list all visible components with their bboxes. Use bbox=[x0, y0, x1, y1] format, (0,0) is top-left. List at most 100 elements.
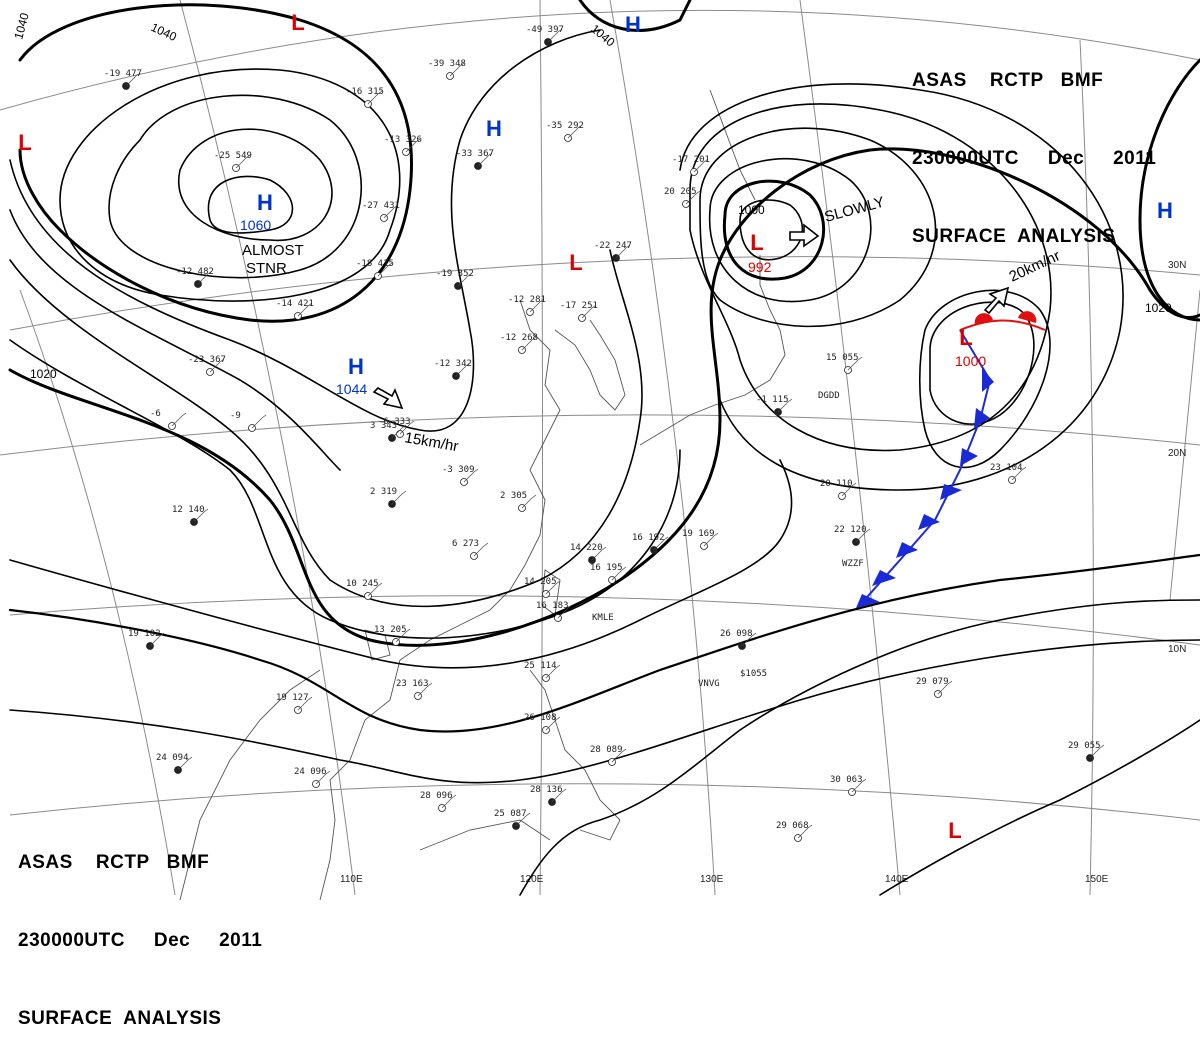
station-reading: -9 bbox=[230, 411, 241, 421]
wind-barb bbox=[383, 204, 399, 219]
title-line-3: SURFACE ANALYSIS bbox=[18, 1008, 222, 1029]
wind-barb bbox=[847, 356, 863, 371]
wind-barb bbox=[741, 632, 757, 647]
cold-front-triangles bbox=[856, 368, 994, 608]
wind-barb bbox=[515, 812, 531, 827]
station-reading: 25 114 bbox=[524, 661, 557, 671]
station-plot: -49 397 bbox=[526, 25, 564, 46]
station-reading: 28 089 bbox=[590, 745, 623, 755]
station-plot: -33 367 bbox=[456, 149, 494, 170]
meridian-120e bbox=[539, 0, 543, 896]
chart-title-bottom: ASAS RCTP BMF 230000UTC Dec 2011 SURFACE… bbox=[18, 798, 262, 1058]
station-reading: 30 063 bbox=[830, 775, 863, 785]
wind-barb bbox=[557, 604, 573, 619]
station-reading: -19 352 bbox=[436, 269, 474, 279]
station-reading: 2 319 bbox=[370, 487, 397, 497]
isobar-labels: 1040 1040 1040 1020 1020 1000 bbox=[11, 11, 1172, 381]
station-reading: 23 104 bbox=[990, 463, 1023, 473]
wind-barb bbox=[521, 494, 537, 509]
high-pressure-symbol: H bbox=[348, 354, 364, 379]
wind-barb bbox=[545, 580, 561, 595]
wind-barb bbox=[611, 566, 627, 581]
station-plot: 16 195 bbox=[590, 563, 627, 584]
arrow-low-1000 bbox=[983, 286, 1010, 315]
coast-china-east bbox=[319, 299, 561, 900]
central-pressure-label: 1044 bbox=[336, 381, 367, 397]
station-plot: -39 348 bbox=[428, 59, 466, 80]
isobar-1040-a bbox=[18, 3, 413, 323]
wind-barb bbox=[457, 272, 473, 287]
station-plot: 2 305 bbox=[500, 491, 537, 512]
station-plot: -16 315 bbox=[346, 87, 384, 108]
station-plot: VNVG bbox=[698, 679, 720, 689]
lat-label-10n: 10N bbox=[1168, 644, 1186, 655]
graticule bbox=[0, 0, 1200, 896]
wind-barb bbox=[615, 244, 631, 259]
station-reading: -14 421 bbox=[276, 299, 314, 309]
high-pressure-symbol: H bbox=[486, 116, 502, 141]
station-plot: 22 120 bbox=[834, 525, 871, 546]
station-plot: 12 140 bbox=[172, 505, 209, 526]
station-reading: 20 110 bbox=[820, 479, 853, 489]
wind-barb bbox=[367, 582, 383, 597]
station-reading: KMLE bbox=[592, 613, 614, 623]
high-pressure-symbol: H bbox=[257, 190, 273, 215]
station-reading: -39 348 bbox=[428, 59, 466, 69]
station-reading: 16 183 bbox=[536, 601, 569, 611]
fronts bbox=[856, 311, 1046, 608]
station-plot: 24 096 bbox=[294, 767, 331, 788]
station-reading: -13 326 bbox=[384, 135, 422, 145]
station-plot: -9 bbox=[230, 411, 267, 432]
wind-barb bbox=[209, 358, 225, 373]
station-plot: 13 205 bbox=[374, 625, 411, 646]
station-plot: 30 063 bbox=[830, 775, 867, 796]
wind-barb bbox=[197, 270, 213, 285]
low-pressure-symbol: L bbox=[750, 230, 763, 255]
station-plot: 16 183 bbox=[536, 601, 573, 622]
station-reading: -22 247 bbox=[594, 241, 632, 251]
isobar-1020-main bbox=[8, 147, 1200, 647]
station-plot: $1055 bbox=[740, 669, 767, 679]
wind-barb bbox=[653, 536, 669, 551]
station-reading: -23 367 bbox=[188, 355, 226, 365]
station-reading: 23 163 bbox=[396, 679, 429, 689]
isobar-1004 bbox=[708, 158, 872, 303]
station-reading: 10 245 bbox=[346, 579, 379, 589]
station-plot: DGDD bbox=[818, 391, 840, 401]
station-reading: WZZF bbox=[842, 559, 864, 569]
parallel-10n bbox=[9, 595, 1200, 646]
wind-barb bbox=[193, 508, 209, 523]
station-reading: 29 068 bbox=[776, 821, 809, 831]
station-plot: 2 319 bbox=[370, 487, 407, 508]
wind-barb bbox=[399, 420, 415, 435]
station-plot: 28 089 bbox=[590, 745, 627, 766]
station-reading: 20 205 bbox=[664, 187, 697, 197]
station-plot: -25 549 bbox=[214, 151, 252, 172]
station-plot: 20 110 bbox=[820, 479, 857, 500]
isobar-1008-south bbox=[9, 639, 1200, 784]
station-reading: -12 482 bbox=[176, 267, 214, 277]
station-reading: -33 367 bbox=[456, 149, 494, 159]
station-plot: 19 169 bbox=[682, 529, 719, 550]
station-plot: 29 055 bbox=[1068, 741, 1105, 762]
cold-front-triangle bbox=[856, 594, 880, 608]
station-plots: -19 477 -16 315 -39 348 -49 397 -25 549 -13 3… bbox=[104, 25, 1105, 842]
station-plot: KMLE bbox=[592, 613, 614, 623]
lon-label-110e: 110E bbox=[340, 874, 363, 885]
isobar-1036 bbox=[9, 29, 601, 432]
station-reading: -27 431 bbox=[362, 201, 400, 211]
wind-barb bbox=[855, 528, 871, 543]
station-reading: 16 192 bbox=[632, 533, 665, 543]
lat-label-30n: 30N bbox=[1168, 260, 1186, 271]
parallel-40n bbox=[0, 9, 1200, 111]
wind-barb bbox=[455, 362, 471, 377]
warm-front-semicircle bbox=[1018, 311, 1037, 323]
station-reading: -12 281 bbox=[508, 295, 546, 305]
wind-barb bbox=[367, 90, 383, 105]
title-line-2: 230000UTC Dec 2011 bbox=[18, 930, 263, 951]
wind-barb bbox=[551, 788, 567, 803]
wind-barb bbox=[405, 138, 421, 153]
station-plot: 26 098 bbox=[720, 629, 757, 650]
station-plot: -12 342 bbox=[434, 359, 472, 380]
movement-arrows bbox=[372, 223, 1010, 410]
